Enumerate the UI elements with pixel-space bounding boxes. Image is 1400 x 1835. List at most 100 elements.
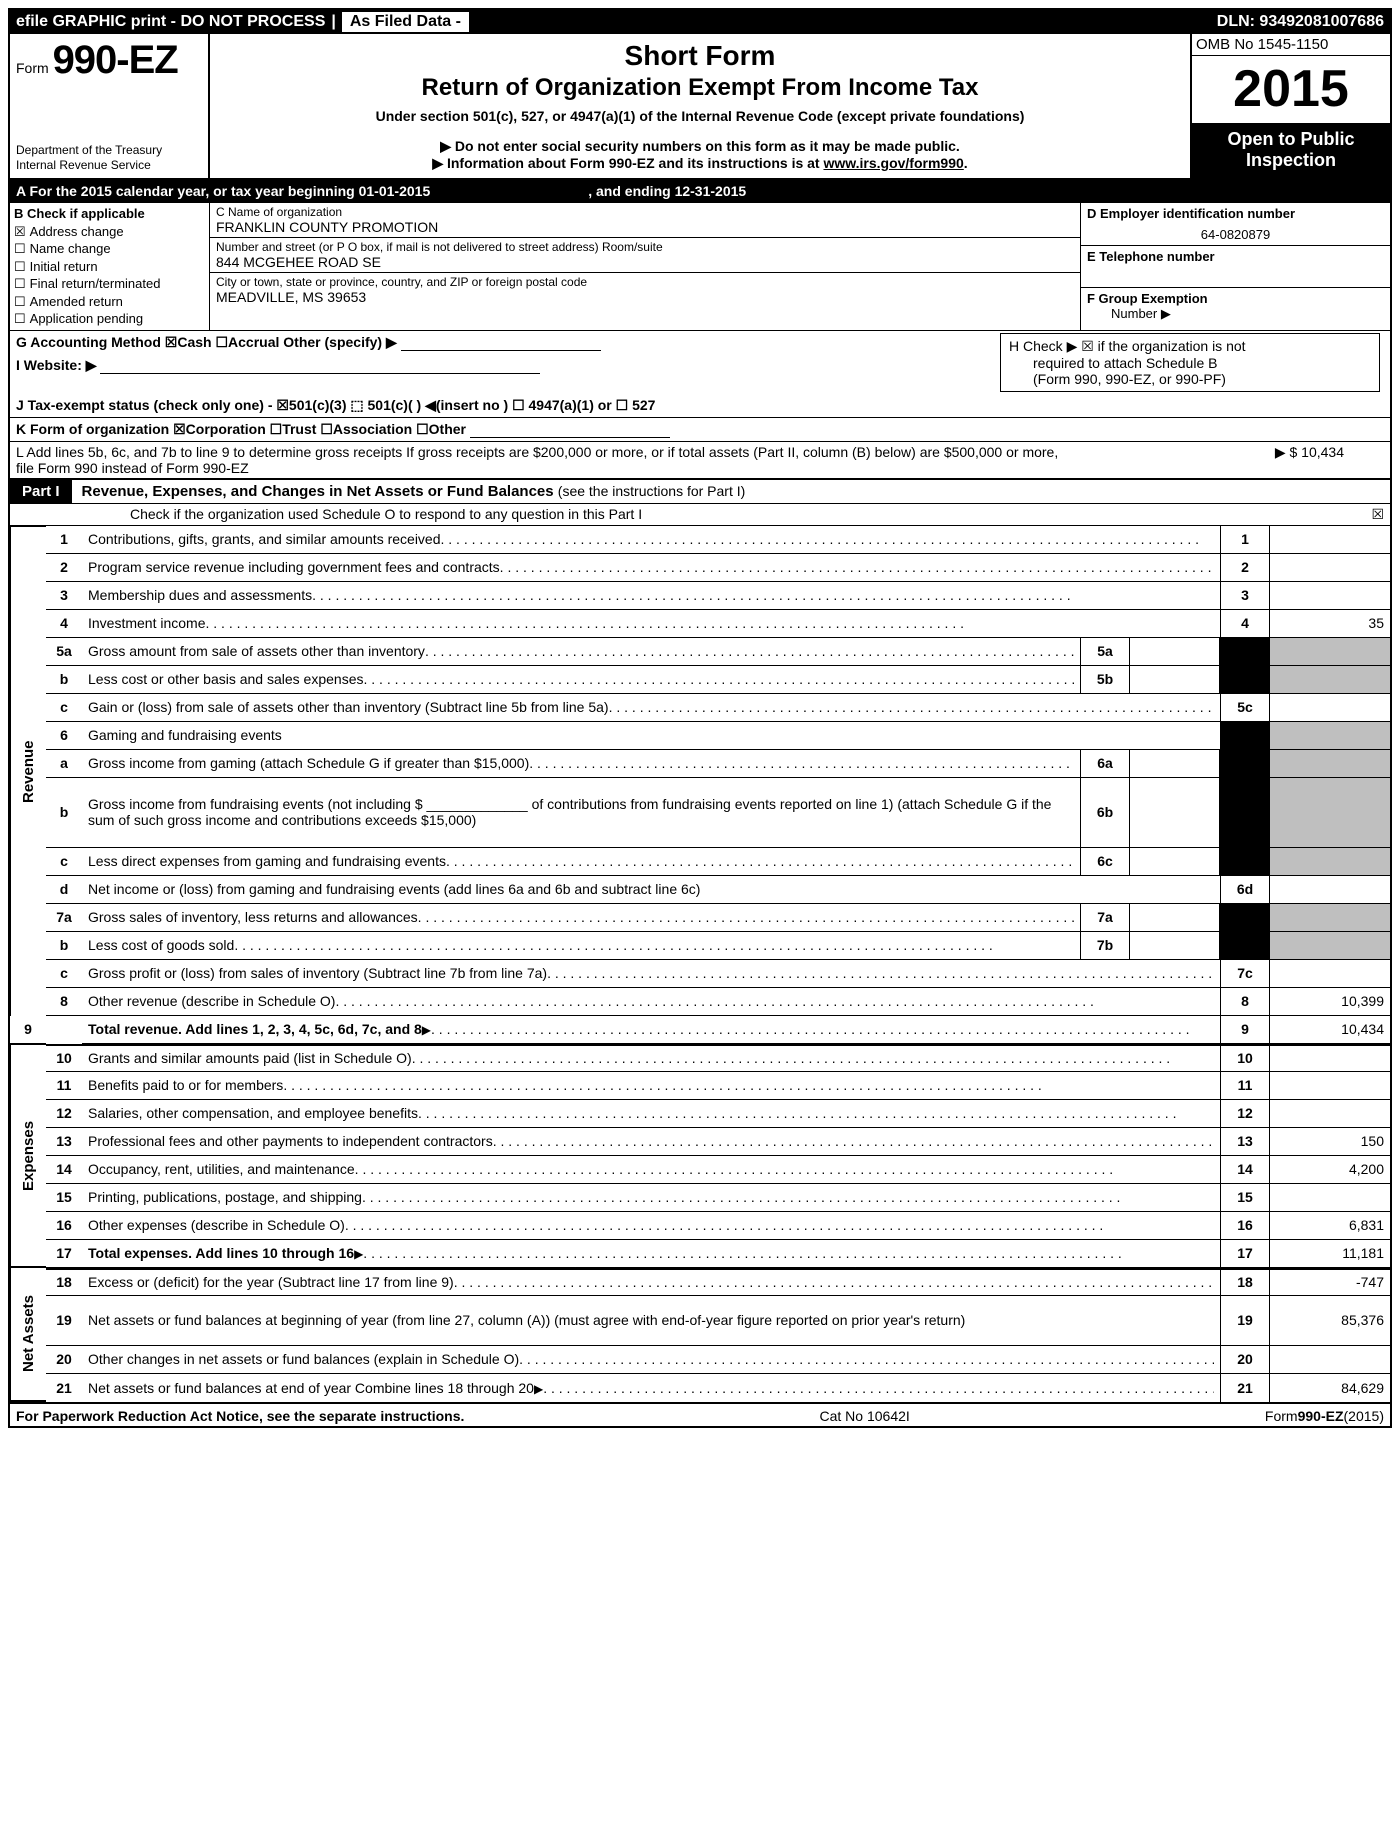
chk-name-change[interactable]: Name change [14,240,205,258]
l2-mn: 2 [1220,554,1270,582]
ein-value: 64-0820879 [1087,227,1384,242]
l6d-mn: 6d [1220,876,1270,904]
l7a-sv [1130,904,1220,932]
l1-num: 1 [46,526,82,554]
line-j: J Tax-exempt status (check only one) - ☒… [16,397,655,413]
l5c-mn: 5c [1220,694,1270,722]
line-i: I Website: ▶ [16,357,97,373]
l5c-num: c [46,694,82,722]
open-to-public: Open to Public Inspection [1192,123,1390,178]
l6a-mv-sh [1270,750,1390,778]
l6a-desc: Gross income from gaming (attach Schedul… [82,750,1080,778]
l5b-mv-sh [1270,666,1390,694]
l4-desc: Investment income [82,610,1220,638]
l7b-mn-blk [1220,932,1270,960]
l7b-sv [1130,932,1220,960]
dln-label: DLN: 93492081007686 [1217,13,1384,31]
phone-label: E Telephone number [1087,249,1215,264]
l6-mv-sh [1270,722,1390,750]
l6c-sv [1130,848,1220,876]
title-short-form: Short Form [218,40,1182,72]
l7c-mv [1270,960,1390,988]
l6c-mv-sh [1270,848,1390,876]
part1-grid: Revenue 1 Contributions, gifts, grants, … [10,526,1390,1402]
l15-mv [1270,1184,1390,1212]
l19-mv: 85,376 [1270,1296,1390,1346]
cat-expenses: Expenses [10,1044,46,1268]
l16-desc: Other expenses (describe in Schedule O) [82,1212,1220,1240]
check-o-box[interactable] [1367,506,1384,523]
footer-cat-no: Cat No 10642I [820,1408,910,1424]
irs-link[interactable]: www.irs.gov/form990 [823,155,963,171]
l19-mn: 19 [1220,1296,1270,1346]
l14-mn: 14 [1220,1156,1270,1184]
h-line1: H Check ▶ ☒ if the organization is not [1009,338,1371,355]
l7b-sn: 7b [1080,932,1130,960]
l4-mv: 35 [1270,610,1390,638]
group-exemption-label: F Group Exemption [1087,291,1208,306]
l16-num: 16 [46,1212,82,1240]
l6-desc: Gaming and fundraising events [82,722,1220,750]
l5b-sn: 5b [1080,666,1130,694]
box-c: C Name of organization FRANKLIN COUNTY P… [210,203,1080,330]
l10-desc: Grants and similar amounts paid (list in… [82,1044,1220,1072]
l6c-sn: 6c [1080,848,1130,876]
cat-netassets: Net Assets [10,1268,46,1402]
note-info-pre: ▶ Information about Form 990-EZ and its … [432,155,823,171]
row-a-end: , and ending 12-31-2015 [588,183,746,199]
l3-num: 3 [46,582,82,610]
l2-desc: Program service revenue including govern… [82,554,1220,582]
l17-mn: 17 [1220,1240,1270,1268]
l16-mn: 16 [1220,1212,1270,1240]
l21-desc: Net assets or fund balances at end of ye… [82,1374,1220,1402]
chk-app-pending[interactable]: Application pending [14,310,205,328]
open-line1: Open to Public [1196,129,1386,151]
l5b-desc: Less cost or other basis and sales expen… [82,666,1080,694]
chk-initial-return[interactable]: Initial return [14,258,205,276]
group-exemption-number: Number ▶ [1087,306,1171,321]
l17-mv: 11,181 [1270,1240,1390,1268]
l6b-num: b [46,778,82,848]
dept-treasury: Department of the Treasury [16,143,202,159]
l6a-sn: 6a [1080,750,1130,778]
l1-mv [1270,526,1390,554]
line-k: K Form of organization ☒Corporation ☐Tru… [16,421,466,437]
l7b-num: b [46,932,82,960]
l19-num: 19 [46,1296,82,1346]
footer-paperwork: For Paperwork Reduction Act Notice, see … [16,1408,464,1424]
l21-mv: 84,629 [1270,1374,1390,1402]
l6c-mn-blk [1220,848,1270,876]
l5a-num: 5a [46,638,82,666]
l10-mv [1270,1044,1390,1072]
note-info: ▶ Information about Form 990-EZ and its … [218,155,1182,172]
row-a-begin: A For the 2015 calendar year, or tax yea… [16,183,430,199]
l5a-sv [1130,638,1220,666]
l11-num: 11 [46,1072,82,1100]
city-value: MEADVILLE, MS 39653 [216,289,1074,305]
l7a-sn: 7a [1080,904,1130,932]
l5c-desc: Gain or (loss) from sale of assets other… [82,694,1220,722]
l6b-sv [1130,778,1220,848]
l2-num: 2 [46,554,82,582]
part1-check-o: Check if the organization used Schedule … [10,504,1390,526]
l21-mn: 21 [1220,1374,1270,1402]
l17-num: 17 [46,1240,82,1268]
l6a-num: a [46,750,82,778]
chk-address-change[interactable]: Address change [14,223,205,241]
section-bcd: B Check if applicable Address change Nam… [10,203,1390,331]
page-footer: For Paperwork Reduction Act Notice, see … [10,1402,1390,1426]
l18-mn: 18 [1220,1268,1270,1296]
l7c-desc: Gross profit or (loss) from sales of inv… [82,960,1220,988]
l6c-desc: Less direct expenses from gaming and fun… [82,848,1080,876]
l18-desc: Excess or (deficit) for the year (Subtra… [82,1268,1220,1296]
l6b-sn: 6b [1080,778,1130,848]
addr-label: Number and street (or P O box, if mail i… [216,240,1074,254]
chk-amended[interactable]: Amended return [14,293,205,311]
chk-final-return[interactable]: Final return/terminated [14,275,205,293]
l10-num: 10 [46,1044,82,1072]
l20-mv [1270,1346,1390,1374]
l13-desc: Professional fees and other payments to … [82,1128,1220,1156]
l6c-num: c [46,848,82,876]
l13-num: 13 [46,1128,82,1156]
l11-mv [1270,1072,1390,1100]
